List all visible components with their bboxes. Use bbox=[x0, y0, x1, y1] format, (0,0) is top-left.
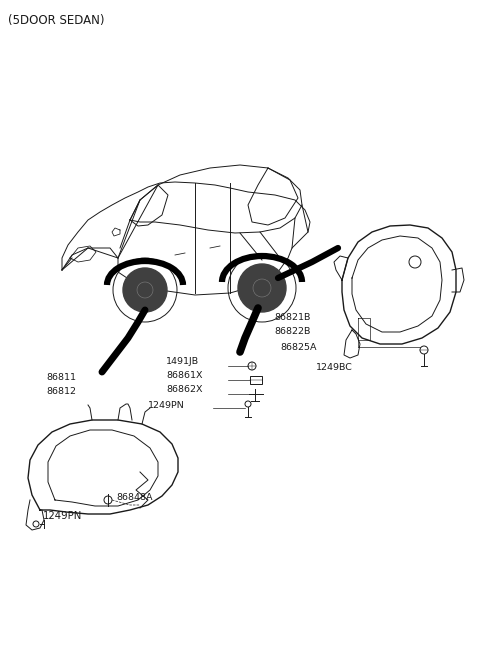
Text: 1249BC: 1249BC bbox=[316, 363, 353, 373]
Circle shape bbox=[238, 264, 286, 312]
Text: 86822B: 86822B bbox=[274, 327, 311, 337]
Text: 1249PN: 1249PN bbox=[43, 511, 83, 521]
Text: 86811: 86811 bbox=[46, 373, 76, 382]
Text: 86821B: 86821B bbox=[274, 314, 311, 323]
Text: 86862X: 86862X bbox=[166, 386, 203, 394]
Circle shape bbox=[123, 268, 167, 312]
Text: 1491JB: 1491JB bbox=[166, 358, 199, 367]
Text: 86825A: 86825A bbox=[280, 342, 316, 352]
Text: 86848A: 86848A bbox=[116, 493, 153, 502]
Text: 86861X: 86861X bbox=[166, 371, 203, 380]
Text: 1249PN: 1249PN bbox=[148, 401, 185, 411]
Text: (5DOOR SEDAN): (5DOOR SEDAN) bbox=[8, 14, 105, 27]
Text: 86812: 86812 bbox=[46, 388, 76, 396]
